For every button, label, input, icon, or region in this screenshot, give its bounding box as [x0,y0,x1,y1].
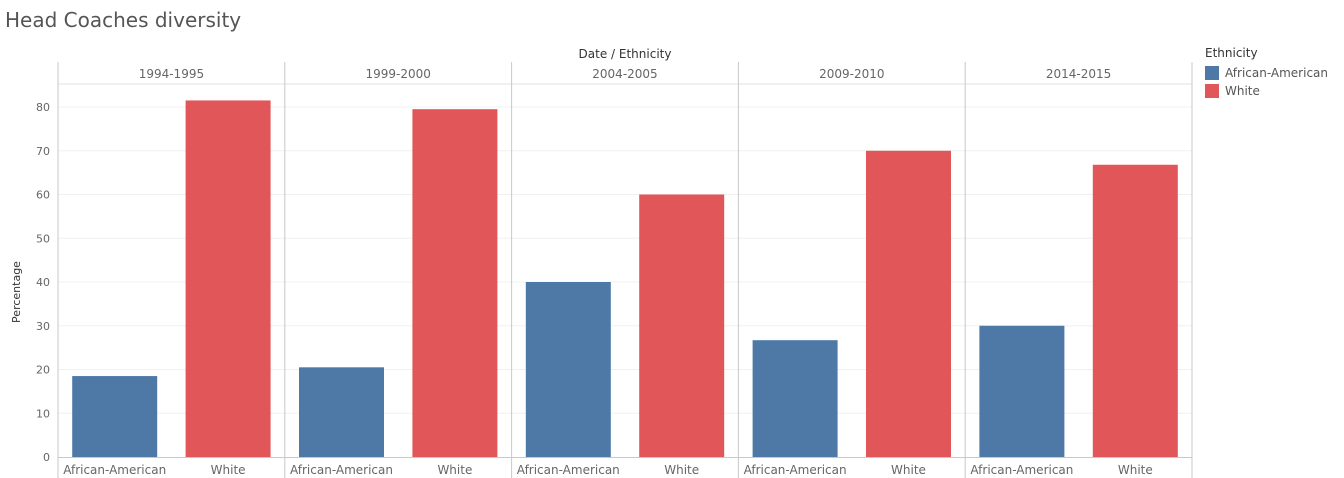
bar-2004-2005-white [639,194,725,457]
bar-2009-2010-white [866,150,951,457]
x-tick-label: African-American [744,463,847,477]
bar-2004-2005-african-american [525,282,611,457]
x-tick-label: African-American [970,463,1073,477]
group-header-1999-2000: 1999-2000 [365,67,430,81]
bar-1999-2000-african-american [299,367,384,457]
legend-label-white: White [1225,84,1260,98]
x-tick-label: African-American [290,463,393,477]
y-tick-label: 30 [36,320,50,333]
y-tick-label: 70 [36,145,50,158]
x-tick-label: White [1118,463,1153,477]
y-tick-label: 20 [36,364,50,377]
legend-swatch-african-american [1205,66,1219,80]
x-tick-label: White [211,463,246,477]
legend-title: Ethnicity [1205,46,1258,60]
y-tick-label: 0 [43,451,50,464]
chart-title: Head Coaches diversity [5,8,242,32]
group-header-1994-1995: 1994-1995 [139,67,204,81]
legend-item-african-american[interactable]: African-American [1205,64,1328,82]
bar-1999-2000-white [412,109,498,457]
bar-1994-1995-white [185,100,271,457]
header-label: Date / Ethnicity [579,47,672,61]
y-axis-title: Percentage [10,261,23,323]
y-tick-label: 80 [36,101,50,114]
bar-2009-2010-african-american [752,340,838,457]
y-tick-label: 60 [36,189,50,202]
x-tick-label: African-American [63,463,166,477]
group-header-2004-2005: 2004-2005 [592,67,657,81]
y-tick-label: 40 [36,276,50,289]
group-header-2014-2015: 2014-2015 [1046,67,1111,81]
x-tick-label: White [891,463,926,477]
x-tick-label: African-American [517,463,620,477]
y-tick-label: 50 [36,232,50,245]
x-tick-label: White [437,463,472,477]
bar-2014-2015-white [1092,164,1178,457]
bar-1994-1995-african-american [72,376,158,457]
x-tick-label: White [664,463,699,477]
legend-label-african-american: African-American [1225,66,1329,80]
legend: Ethnicity African-American White [1205,46,1328,100]
legend-item-white[interactable]: White [1205,82,1328,100]
bar-2014-2015-african-american [979,325,1065,457]
group-header-2009-2010: 2009-2010 [819,67,884,81]
legend-swatch-white [1205,84,1219,98]
y-tick-label: 10 [36,407,50,420]
